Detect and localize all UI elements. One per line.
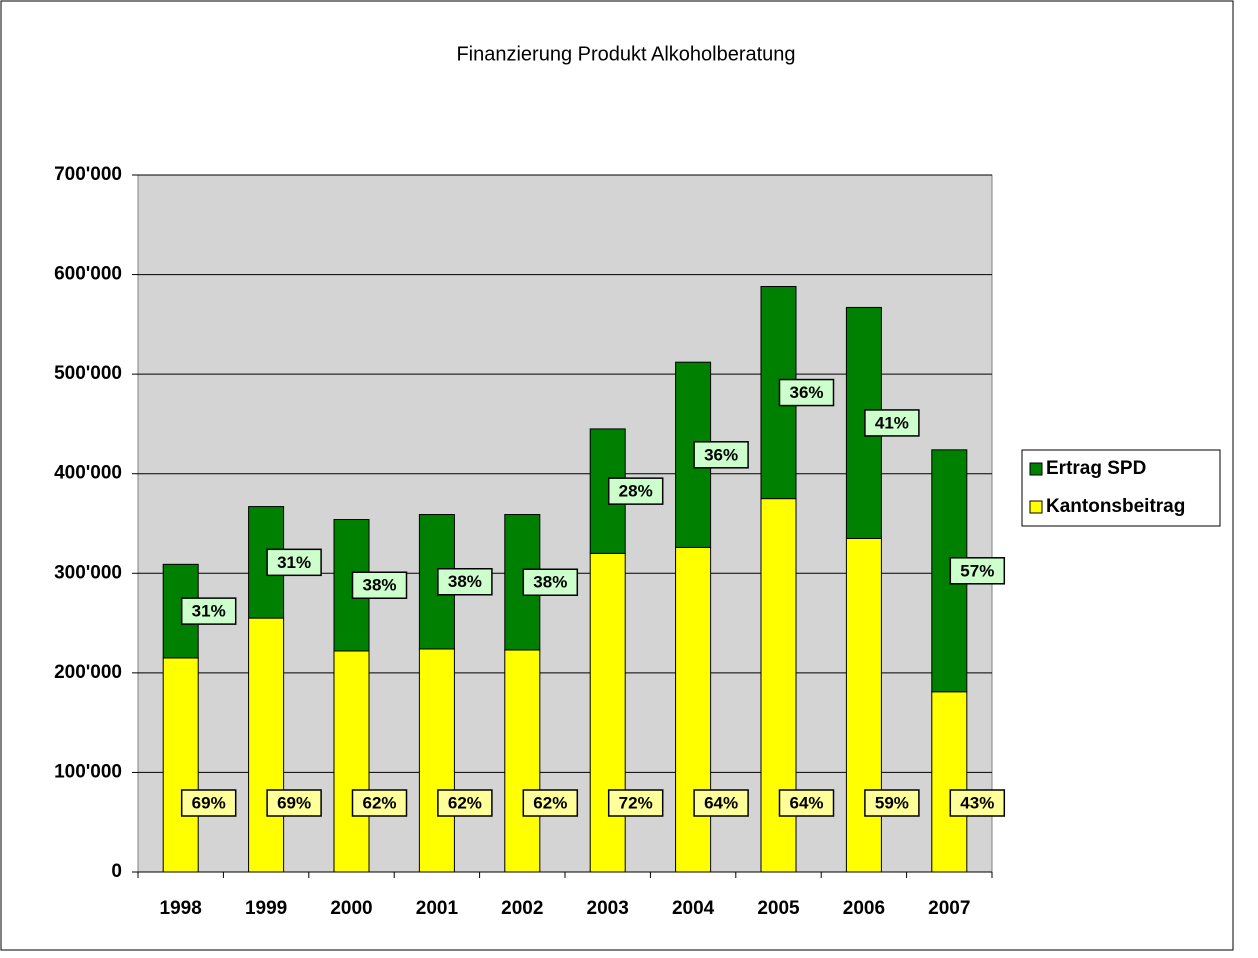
data-label-box <box>180 597 237 625</box>
data-label: 41% <box>875 413 909 432</box>
x-tick-label: 2001 <box>416 898 459 919</box>
data-label: 31% <box>192 602 226 621</box>
data-label-box <box>778 378 835 407</box>
x-tick-label: 2007 <box>928 898 970 919</box>
data-label-box <box>522 568 579 596</box>
bar-segment <box>931 691 968 873</box>
data-label-box <box>437 789 493 817</box>
data-label: 57% <box>960 561 994 580</box>
data-label-box <box>351 571 408 599</box>
x-tick-label: 2004 <box>672 898 715 919</box>
legend-box <box>1021 449 1221 527</box>
y-tick-label: 300'000 <box>54 562 122 583</box>
legend-label: Kantonsbeitrag <box>1046 496 1185 517</box>
data-label-box <box>949 789 1006 817</box>
bar-segment <box>675 546 712 873</box>
data-label-box <box>693 789 749 817</box>
data-label: 62% <box>533 793 567 812</box>
data-label-box <box>351 789 408 817</box>
data-label: 69% <box>277 793 311 812</box>
bar-segment <box>248 617 285 873</box>
data-label-box <box>180 789 237 817</box>
data-label-box <box>266 548 322 577</box>
bar-segment <box>504 649 541 873</box>
data-label-box <box>437 567 493 596</box>
bar-segment <box>589 552 626 873</box>
data-label: 36% <box>704 445 738 464</box>
x-tick-label: 2003 <box>587 898 629 919</box>
y-tick-label: 600'000 <box>54 264 122 285</box>
y-tick-label: 400'000 <box>54 463 122 484</box>
chart-title: Finanzierung Produkt Alkoholberatung <box>456 43 795 65</box>
bar-segment <box>845 537 882 873</box>
data-label-box <box>864 409 920 437</box>
data-label: 62% <box>362 793 396 812</box>
x-tick-label: 2005 <box>757 898 800 919</box>
data-label: 64% <box>789 793 823 812</box>
data-label: 72% <box>619 793 653 812</box>
legend-swatch <box>1029 462 1043 476</box>
data-label-box <box>949 557 1006 585</box>
data-label-box <box>778 789 835 817</box>
data-label: 38% <box>533 573 567 592</box>
legend-swatch <box>1029 500 1043 514</box>
data-label: 38% <box>362 576 396 595</box>
x-tick-label: 2002 <box>501 898 543 919</box>
y-tick-label: 700'000 <box>54 164 122 185</box>
data-label-box <box>864 789 920 817</box>
x-tick-label: 2006 <box>843 898 885 919</box>
data-label-box <box>607 477 664 505</box>
data-label: 64% <box>704 793 738 812</box>
data-label: 43% <box>960 793 994 812</box>
data-label: 36% <box>789 383 823 402</box>
bar-segment <box>845 306 882 539</box>
data-label-box <box>607 789 664 817</box>
data-label: 38% <box>448 572 482 591</box>
y-tick-label: 100'000 <box>54 761 122 782</box>
legend-label: Ertrag SPD <box>1046 458 1146 479</box>
data-label-box <box>522 789 579 817</box>
data-label: 62% <box>448 793 482 812</box>
bar-segment <box>162 657 199 873</box>
data-label-box <box>693 441 749 469</box>
data-label: 69% <box>192 793 226 812</box>
x-tick-label: 1998 <box>160 898 202 919</box>
bar-segment <box>418 648 455 873</box>
y-tick-label: 200'000 <box>54 662 122 683</box>
data-label-box <box>266 789 322 817</box>
y-tick-label: 0 <box>111 861 122 882</box>
x-tick-label: 1999 <box>245 898 287 919</box>
data-label: 59% <box>875 793 909 812</box>
bar-segment <box>333 650 370 873</box>
data-label: 28% <box>619 482 653 501</box>
y-tick-label: 500'000 <box>54 363 122 384</box>
x-tick-label: 2000 <box>330 898 372 919</box>
data-label: 31% <box>277 553 311 572</box>
